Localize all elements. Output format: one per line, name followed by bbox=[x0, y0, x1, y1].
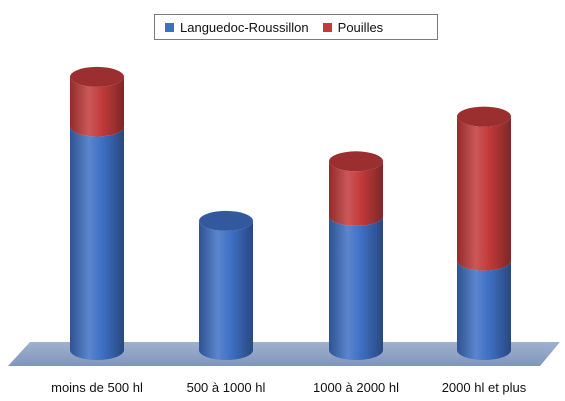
legend-label-series-2: Pouilles bbox=[337, 19, 384, 35]
legend-swatch-series-2 bbox=[322, 22, 332, 32]
legend-swatch-series-1 bbox=[165, 22, 174, 32]
bar-segment bbox=[70, 76, 124, 137]
legend-label-series-1: Languedoc-Roussillon bbox=[180, 19, 309, 35]
x-tick-label: 500 à 1000 hl bbox=[187, 380, 266, 395]
bar-segment bbox=[70, 126, 124, 360]
chart-floor bbox=[8, 342, 560, 366]
bars-layer bbox=[70, 66, 511, 360]
bar-segment bbox=[457, 116, 511, 271]
x-tick-label: moins de 500 hl bbox=[51, 380, 143, 395]
legend-item-series-1: Languedoc-Roussillon bbox=[165, 20, 309, 35]
bar-segment bbox=[199, 220, 253, 360]
bar-top-cap bbox=[329, 151, 383, 172]
legend-item-series-2: Pouilles bbox=[322, 19, 384, 35]
bar-segment bbox=[329, 161, 383, 226]
bar-group bbox=[199, 210, 253, 360]
x-axis-labels: moins de 500 hl 500 à 1000 hl 1000 à 2000 … bbox=[51, 380, 527, 395]
bar-top-cap bbox=[199, 210, 253, 231]
x-tick-label: 1000 à 2000 hl bbox=[313, 380, 399, 395]
bar-segment bbox=[457, 260, 511, 360]
bar-top-cap bbox=[457, 106, 511, 127]
bar-segment bbox=[329, 215, 383, 360]
x-tick-label: 2000 hl et plus bbox=[442, 380, 527, 395]
bar-group bbox=[457, 106, 511, 360]
bar-group bbox=[329, 151, 383, 360]
bar-top-cap bbox=[70, 66, 124, 87]
bar-group bbox=[70, 66, 124, 360]
legend: Languedoc-Roussillon Pouilles bbox=[154, 14, 438, 40]
